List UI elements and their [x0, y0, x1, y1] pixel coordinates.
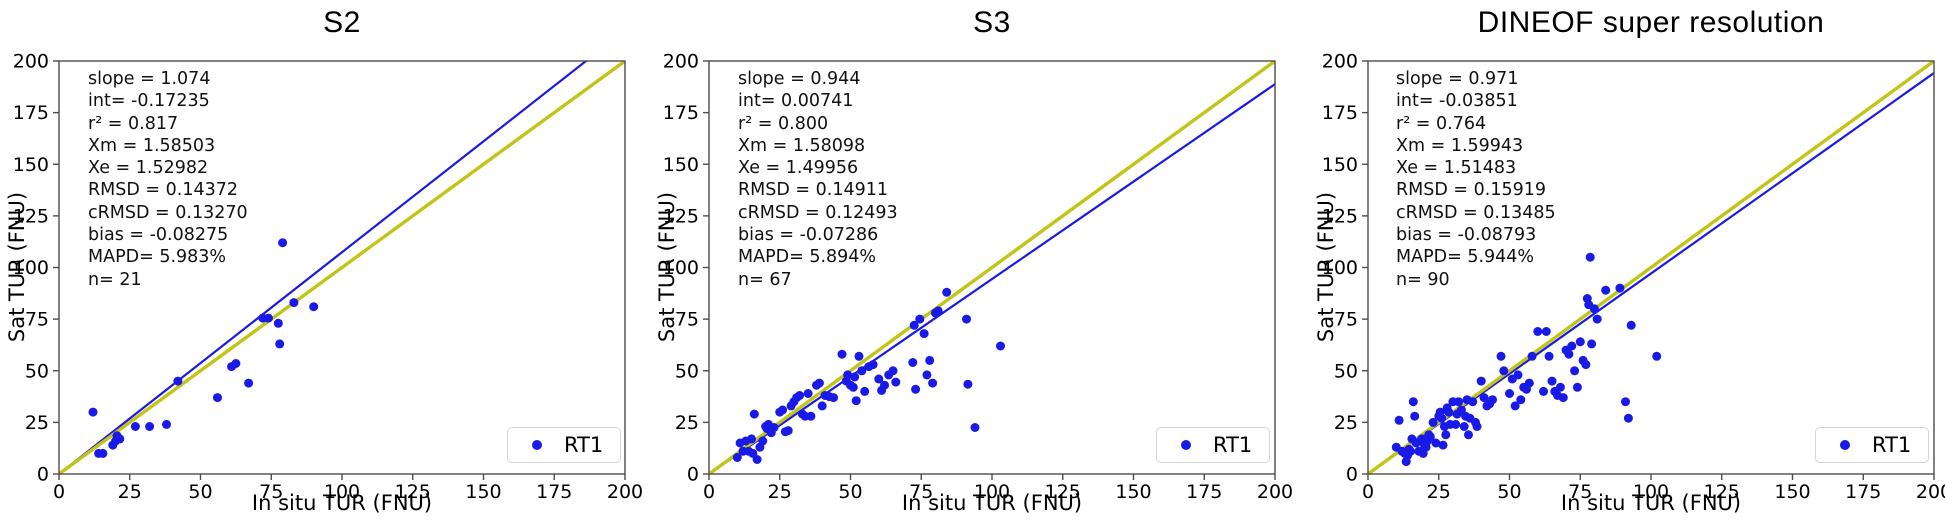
plot-canvas-dineof: 0 25 50 75 100 125 150 175 200 0 25 50 75 100 125 150 17…: [1322, 51, 1945, 504]
plot-title: DINEOF super resolution: [1477, 6, 1825, 39]
legend: RT1: [1156, 427, 1270, 463]
svg-text:175: 175: [536, 481, 572, 503]
stats-annotation: slope = 0.944 int= 0.00741 r² = 0.800 Xm…: [738, 69, 898, 290]
svg-text:125: 125: [13, 205, 49, 227]
svg-text:200: 200: [1916, 481, 1945, 503]
svg-text:100: 100: [1633, 481, 1669, 503]
svg-text:200: 200: [1322, 51, 1358, 73]
plot-canvas-s3: 0 25 50 75 100 125 150 175 200 0 25 50 75 100 125 150 17…: [663, 51, 1293, 504]
svg-text:125: 125: [395, 481, 431, 503]
svg-text:25: 25: [768, 481, 792, 503]
stats-annotation: slope = 1.074 int= -0.17235 r² = 0.817 X…: [88, 69, 248, 290]
svg-text:50: 50: [188, 481, 212, 503]
subplot-s2: 0 25 50 75 100 125 150 175 200 0 25 50 75 100 125 150 17…: [0, 0, 648, 522]
svg-text:100: 100: [13, 257, 49, 279]
svg-text:75: 75: [675, 309, 699, 331]
plot-title: S2: [323, 6, 361, 39]
svg-text:175: 175: [663, 102, 699, 124]
svg-text:150: 150: [465, 481, 501, 503]
svg-text:200: 200: [607, 481, 643, 503]
legend-label: RT1: [1872, 433, 1912, 457]
svg-text:25: 25: [1334, 412, 1358, 434]
svg-text:50: 50: [1497, 481, 1521, 503]
plot-canvas-s2: 0 25 50 75 100 125 150 175 200 0 25 50 75 100 125 150 17…: [13, 51, 643, 504]
legend-label: RT1: [564, 433, 604, 457]
svg-text:25: 25: [118, 481, 142, 503]
subplot-s3: 0 25 50 75 100 125 150 175 200 0 25 50 75 100 125 150 17…: [648, 0, 1296, 522]
legend-marker-icon: [1840, 440, 1850, 450]
svg-text:150: 150: [13, 154, 49, 176]
svg-text:125: 125: [1704, 481, 1740, 503]
y-axis-label: Sat TUR (FNU): [5, 191, 29, 343]
x-axis-label: In situ TUR (FNU): [901, 491, 1083, 515]
svg-text:75: 75: [1568, 481, 1592, 503]
svg-text:175: 175: [13, 102, 49, 124]
svg-text:50: 50: [25, 360, 49, 382]
svg-text:0: 0: [687, 464, 699, 486]
svg-text:175: 175: [1322, 102, 1358, 124]
x-axis-label: In situ TUR (FNU): [251, 491, 433, 515]
svg-text:0: 0: [37, 464, 49, 486]
svg-text:125: 125: [663, 205, 699, 227]
svg-text:100: 100: [663, 257, 699, 279]
svg-text:200: 200: [663, 51, 699, 73]
svg-text:150: 150: [1322, 154, 1358, 176]
x-axis-label: In situ TUR (FNU): [1560, 491, 1742, 515]
svg-text:200: 200: [1257, 481, 1293, 503]
plot-title: S3: [973, 6, 1011, 39]
svg-text:125: 125: [1322, 205, 1358, 227]
y-axis-label: Sat TUR (FNU): [1314, 191, 1338, 343]
svg-text:0: 0: [53, 481, 65, 503]
svg-text:50: 50: [675, 360, 699, 382]
svg-text:50: 50: [838, 481, 862, 503]
svg-text:75: 75: [909, 481, 933, 503]
legend: RT1: [507, 427, 621, 463]
legend: RT1: [1815, 427, 1929, 463]
subplot-dineof: 0 25 50 75 100 125 150 175 200 0 25 50 75 100 125 150 17…: [1296, 0, 1945, 522]
stats-annotation: slope = 0.971 int= -0.03851 r² = 0.764 X…: [1396, 69, 1556, 290]
svg-text:75: 75: [25, 309, 49, 331]
svg-text:175: 175: [1186, 481, 1222, 503]
legend-marker-icon: [532, 440, 542, 450]
svg-text:100: 100: [324, 481, 360, 503]
svg-text:25: 25: [675, 412, 699, 434]
svg-text:25: 25: [25, 412, 49, 434]
svg-text:0: 0: [703, 481, 715, 503]
legend-label: RT1: [1213, 433, 1253, 457]
svg-text:200: 200: [13, 51, 49, 73]
legend-marker-icon: [1181, 440, 1191, 450]
svg-text:75: 75: [259, 481, 283, 503]
y-axis-label: Sat TUR (FNU): [655, 191, 679, 343]
svg-text:75: 75: [1334, 309, 1358, 331]
svg-text:50: 50: [1334, 360, 1358, 382]
svg-text:150: 150: [1115, 481, 1151, 503]
svg-text:100: 100: [1322, 257, 1358, 279]
svg-text:0: 0: [1362, 481, 1374, 503]
svg-text:150: 150: [1774, 481, 1810, 503]
svg-text:25: 25: [1427, 481, 1451, 503]
svg-text:150: 150: [663, 154, 699, 176]
svg-text:0: 0: [1346, 464, 1358, 486]
svg-text:100: 100: [974, 481, 1010, 503]
svg-text:175: 175: [1845, 481, 1881, 503]
svg-text:125: 125: [1045, 481, 1081, 503]
